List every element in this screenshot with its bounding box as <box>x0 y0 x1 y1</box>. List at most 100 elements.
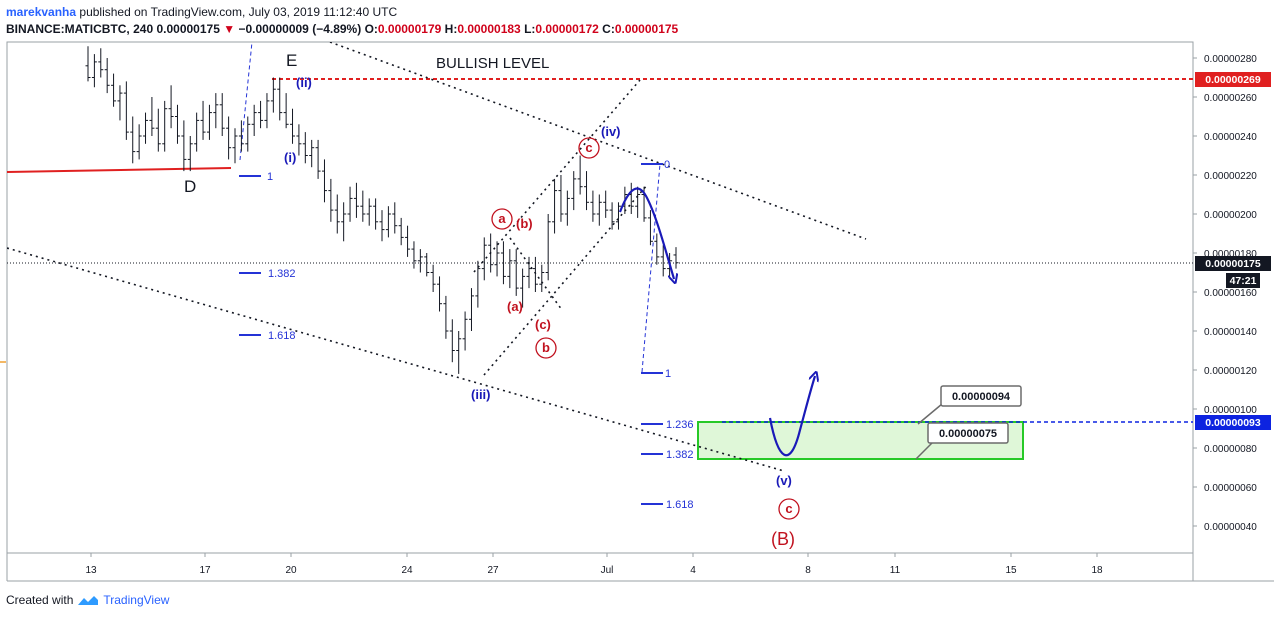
ohlc-bar[interactable] <box>437 276 443 312</box>
ohlc-bar[interactable] <box>219 93 225 136</box>
ohlc-bar[interactable] <box>366 198 372 226</box>
ohlc-bar[interactable] <box>373 198 379 230</box>
callout-upper-box[interactable] <box>940 385 1022 407</box>
ohlc-bar[interactable] <box>647 210 653 246</box>
ohlc-bar[interactable] <box>162 100 168 152</box>
ohlc-bar[interactable] <box>507 249 513 289</box>
ohlc-bar[interactable] <box>238 120 244 152</box>
ohlc-bar[interactable] <box>251 104 257 136</box>
ohlc-bar[interactable] <box>558 175 564 222</box>
ohlc-bar[interactable] <box>206 104 212 140</box>
ohlc-bar[interactable] <box>328 178 334 222</box>
callout-lower-box[interactable] <box>927 422 1009 444</box>
ohlc-bar[interactable] <box>392 202 398 234</box>
ohlc-bar[interactable] <box>200 100 206 140</box>
ohlc-bar[interactable] <box>385 206 391 238</box>
ohlc-bar[interactable] <box>673 247 679 269</box>
ohlc-bar[interactable] <box>379 210 385 242</box>
ohlc-bar[interactable] <box>226 116 232 160</box>
ohlc-bar[interactable] <box>264 93 270 129</box>
ohlc-bar[interactable] <box>213 93 219 129</box>
ohlc-bar[interactable] <box>615 202 621 230</box>
ohlc-bar[interactable] <box>564 190 570 226</box>
callout-lower[interactable]: 0.00000075 <box>915 422 1009 460</box>
ohlc-bar[interactable] <box>149 97 155 136</box>
ohlc-bar[interactable] <box>232 128 238 164</box>
ohlc-bar[interactable] <box>353 182 359 218</box>
ohlc-bar[interactable] <box>104 58 110 94</box>
ohlc-bar[interactable] <box>136 124 142 160</box>
ohlc-bar[interactable] <box>577 155 583 195</box>
ohlc-bar[interactable] <box>571 171 577 211</box>
ohlc-bar[interactable] <box>302 132 308 164</box>
tradingview-link[interactable]: TradingView <box>103 593 170 607</box>
ohlc-bar[interactable] <box>494 241 500 277</box>
ohlc-bar[interactable] <box>456 331 462 374</box>
ohlc-bar[interactable] <box>596 194 602 226</box>
ohlc-bar[interactable] <box>539 264 545 292</box>
author-link[interactable]: marekvanha <box>6 5 77 19</box>
ohlc-bar[interactable] <box>552 178 558 234</box>
tradingview-logo-icon[interactable] <box>77 594 99 606</box>
ohlc-bar[interactable] <box>341 202 347 242</box>
ohlc-bar[interactable] <box>245 116 251 152</box>
ohlc-bar[interactable] <box>424 253 430 277</box>
ohlc-bar[interactable] <box>187 136 193 172</box>
ohlc-bar[interactable] <box>449 319 455 363</box>
ohlc-bar[interactable] <box>500 241 506 285</box>
ohlc-bar[interactable] <box>277 77 283 121</box>
ohlc-bar[interactable] <box>475 260 481 308</box>
ohlc-bar[interactable] <box>98 48 104 78</box>
ohlc-bar[interactable] <box>513 249 519 296</box>
ohlc-bar[interactable] <box>532 256 538 292</box>
ohlc-bar[interactable] <box>417 249 423 273</box>
ohlc-bar[interactable] <box>660 245 666 277</box>
ohlc-bar[interactable] <box>488 233 494 273</box>
ohlc-bar[interactable] <box>91 54 97 88</box>
ohlc-bar[interactable] <box>309 139 315 168</box>
ohlc-bar[interactable] <box>590 190 596 222</box>
ohlc-bar[interactable] <box>654 233 660 265</box>
symbol-label[interactable]: BINANCE:MATICBTC, 240 <box>6 22 154 36</box>
ohlc-bar[interactable] <box>258 100 264 129</box>
ohlc-bar[interactable] <box>360 190 366 222</box>
ohlc-bar[interactable] <box>443 295 449 339</box>
ohlc-bar[interactable] <box>117 85 123 121</box>
ohlc-bar[interactable] <box>526 256 532 289</box>
price-axis[interactable]: 0.00000040 0.00000060 0.00000080 0.00000100… <box>1193 54 1257 533</box>
ohlc-bar[interactable] <box>270 77 276 113</box>
ohlc-bar[interactable] <box>398 217 404 246</box>
time-axis[interactable]: 13 17 20 24 27 Jul 4 8 11 15 18 <box>85 553 1103 576</box>
ohlc-bar[interactable] <box>123 81 129 140</box>
ohlc-bar[interactable] <box>609 202 615 230</box>
ohlc-bar[interactable] <box>290 108 296 144</box>
ohlc-bar[interactable] <box>85 46 91 82</box>
ohlc-bar[interactable] <box>155 108 161 152</box>
ohlc-bar[interactable] <box>462 311 468 351</box>
plot-area[interactable] <box>6 41 1194 554</box>
ohlc-bar[interactable] <box>168 85 174 129</box>
ohlc-bar[interactable] <box>584 171 590 211</box>
ohlc-bar[interactable] <box>181 120 187 172</box>
ohlc-bar[interactable] <box>347 186 353 222</box>
ohlc-bar[interactable] <box>468 288 474 331</box>
ohlc-bar[interactable] <box>315 139 321 179</box>
ohlc-bar[interactable] <box>130 116 136 164</box>
ohlc-bar[interactable] <box>283 93 289 129</box>
ohlc-bar[interactable] <box>481 237 487 281</box>
ohlc-bar[interactable] <box>194 112 200 152</box>
ohlc-bar[interactable] <box>545 214 551 281</box>
callout-upper[interactable]: 0.00000094 <box>917 385 1022 425</box>
ohlc-bar[interactable] <box>174 104 180 144</box>
ohlc-bar[interactable] <box>143 112 149 144</box>
ohlc-bar[interactable] <box>411 241 417 269</box>
ohlc-bar[interactable] <box>430 264 436 292</box>
ohlc-bar[interactable] <box>334 194 340 234</box>
ohlc-bar[interactable] <box>603 190 609 218</box>
ohlc-bar[interactable] <box>321 159 327 203</box>
ohlc-bar[interactable] <box>405 225 411 257</box>
ohlc-bar[interactable] <box>520 268 526 308</box>
ohlc-bar[interactable] <box>635 186 641 218</box>
candles[interactable] <box>85 46 679 374</box>
